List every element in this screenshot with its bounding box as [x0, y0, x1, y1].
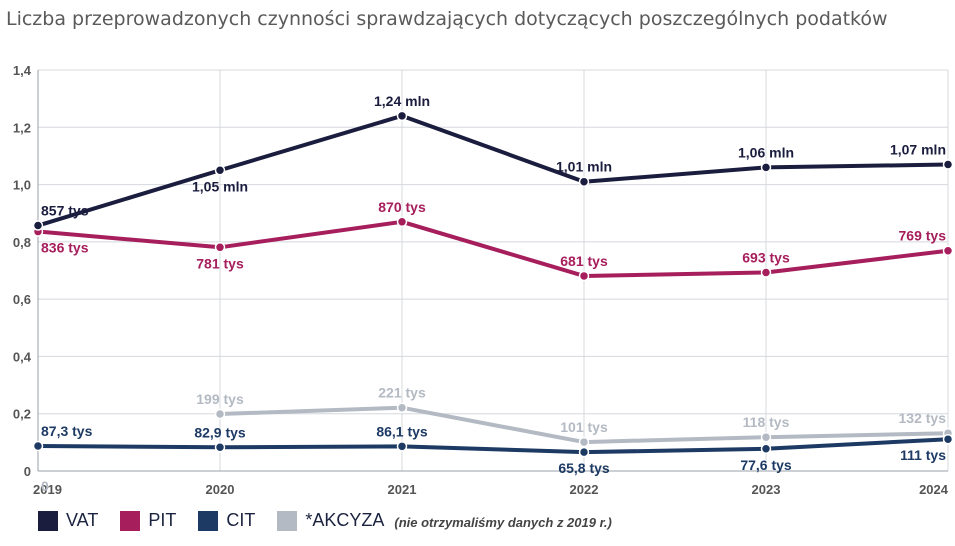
data-point-cit: [214, 442, 226, 453]
y-tick-label: 0,8: [13, 235, 31, 250]
series-line-vat: [37, 113, 949, 228]
data-label-pit: 781 tys: [196, 255, 244, 271]
legend-label-cit: CIT: [226, 510, 256, 530]
data-label-cit: 82,9 tys: [194, 424, 246, 440]
data-point-pit: [214, 242, 226, 253]
y-tick-label: 1,4: [13, 63, 32, 78]
data-label-vat: 857 tys: [41, 203, 89, 219]
data-point-akcyza: [760, 431, 772, 443]
data-label-vat: 1,24 mln: [374, 93, 430, 109]
x-tick-label: 2022: [570, 482, 599, 497]
data-label-vat: 1,07 mln: [890, 142, 946, 158]
data-label-pit: 836 tys: [41, 240, 89, 256]
data-label-akcyza: 221 tys: [378, 385, 426, 401]
legend-label-akcyza: *AKCYZA: [305, 510, 385, 530]
data-label-cit: 77,6 tys: [740, 457, 792, 473]
x-tick-label: 2020: [206, 482, 235, 497]
data-point-cit: [760, 443, 772, 455]
data-label-akcyza: 132 tys: [899, 410, 947, 426]
data-label-akcyza: 118 tys: [743, 414, 790, 430]
data-point-vat: [32, 220, 44, 231]
legend-item-cit: CIT: [198, 510, 255, 531]
x-tick-label: 2019: [33, 482, 62, 497]
legend-label-vat: VAT: [66, 510, 99, 530]
legend-swatch-cit: [198, 510, 219, 531]
legend-swatch-pit: [120, 510, 141, 531]
data-label-vat: 1,06 mln: [738, 144, 794, 160]
legend-note: (nie otrzymaliśmy danych z 2019 r.): [394, 515, 612, 530]
y-tick-label: 0,4: [13, 349, 32, 364]
data-label-pit: 870 tys: [378, 199, 426, 215]
y-tick-label: 1,2: [13, 120, 31, 135]
data-label-cit: 65,8 tys: [558, 460, 610, 476]
data-label-pit: 681 tys: [560, 253, 608, 269]
data-point-pit: [578, 270, 590, 282]
data-label-pit: 769 tys: [899, 228, 947, 244]
line-chart: 0 0,2 0,4 0,6 0,8 1,0 1,2 1,4 2019 2020 2021 2022 20…: [13, 63, 954, 497]
x-tick-label: 2021: [388, 482, 417, 497]
data-point-pit: [396, 216, 408, 228]
legend-item-akcyza: *AKCYZA: [277, 510, 384, 531]
data-point-akcyza: [396, 402, 408, 413]
data-point-cit: [32, 440, 44, 452]
legend-item-vat: VAT: [38, 510, 98, 531]
data-label-vat: 1,01 mln: [556, 159, 612, 175]
data-point-vat: [942, 159, 954, 170]
data-point-vat: [760, 162, 772, 173]
legend-label-pit: PIT: [148, 510, 177, 530]
data-label-akcyza: 101 tys: [560, 419, 608, 435]
x-tick-label: 2023: [752, 482, 781, 497]
series-line-cit: [37, 437, 949, 455]
chart-title: Liczba przeprowadzonych czynności sprawd…: [6, 8, 888, 30]
data-point-pit: [942, 245, 954, 256]
data-point-vat: [214, 165, 226, 176]
data-label-akcyza: 199 tys: [196, 391, 244, 407]
data-point-pit: [760, 267, 772, 278]
data-label-vat: 1,05 mln: [192, 178, 248, 194]
legend-swatch-vat: [38, 510, 58, 531]
data-label-akcyza: 0: [41, 478, 49, 494]
data-point-akcyza: [578, 436, 590, 448]
y-tick-label: 0: [24, 464, 31, 479]
y-tick-label: 1,0: [13, 178, 31, 193]
data-point-vat: [578, 176, 590, 187]
series-line-pit: [37, 219, 949, 278]
data-point-akcyza: [214, 408, 226, 420]
data-point-cit: [578, 446, 590, 458]
x-tick-label: 2024: [919, 482, 949, 497]
data-point-cit: [396, 441, 408, 452]
data-label-pit: 693 tys: [742, 250, 790, 266]
legend-item-pit: PIT: [120, 510, 176, 531]
data-point-vat: [396, 110, 408, 122]
y-tick-label: 0,2: [13, 407, 31, 422]
data-label-cit: 87,3 tys: [41, 423, 93, 439]
data-point-cit: [942, 433, 954, 445]
legend-swatch-akcyza: [277, 510, 298, 531]
y-tick-label: 0,6: [13, 292, 31, 307]
data-label-cit: 111 tys: [900, 447, 946, 463]
data-label-cit: 86,1 tys: [376, 423, 428, 439]
legend: VAT PIT CIT *AKCYZA (nie otrzymaliśmy da…: [38, 510, 612, 531]
